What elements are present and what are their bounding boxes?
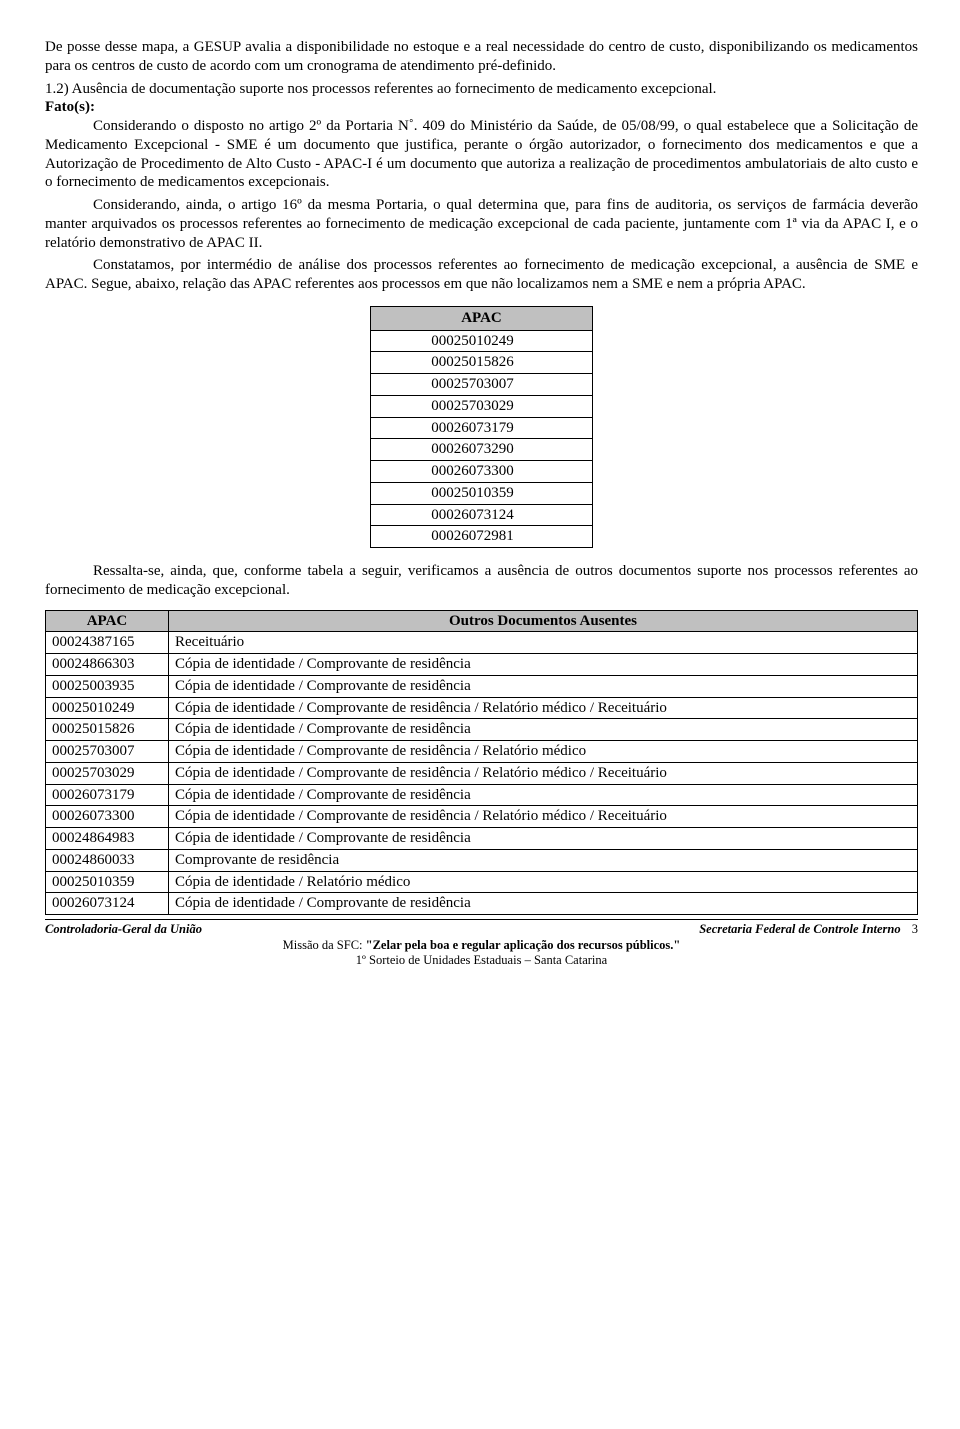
- docs-table-body: 00024387165Receituário00024866303Cópia d…: [46, 632, 918, 915]
- apac-row: 00026073124: [371, 504, 593, 526]
- docs-row-apac: 00024387165: [46, 632, 169, 654]
- docs-row-desc: Cópia de identidade / Comprovante de res…: [169, 893, 918, 915]
- docs-row-desc: Cópia de identidade / Comprovante de res…: [169, 675, 918, 697]
- apac-row: 00025703007: [371, 374, 593, 396]
- docs-table: APAC Outros Documentos Ausentes 00024387…: [45, 610, 918, 916]
- apac-row: 00026072981: [371, 526, 593, 548]
- docs-row-apac: 00025015826: [46, 719, 169, 741]
- footer-mission-label: Missão da SFC:: [283, 938, 366, 952]
- section-1-2-heading: 1.2) Ausência de documentação suporte no…: [45, 80, 918, 99]
- fatos-paragraph-3: Constatamos, por intermédio de análise d…: [45, 256, 918, 294]
- apac-row: 00025010249: [371, 330, 593, 352]
- footer-line3: 1º Sorteio de Unidades Estaduais – Santa…: [45, 953, 918, 969]
- docs-row-apac: 00026073300: [46, 806, 169, 828]
- docs-header-outros: Outros Documentos Ausentes: [169, 610, 918, 632]
- docs-row-apac: 00025003935: [46, 675, 169, 697]
- apac-row: 00026073300: [371, 461, 593, 483]
- fatos-label: Fato(s):: [45, 98, 918, 117]
- docs-row-desc: Cópia de identidade / Comprovante de res…: [169, 697, 918, 719]
- docs-row-desc: Cópia de identidade / Relatório médico: [169, 871, 918, 893]
- apac-table-body: 0002501024900025015826000257030070002570…: [371, 330, 593, 548]
- between-tables-paragraph: Ressalta-se, ainda, que, conforme tabela…: [45, 562, 918, 600]
- fatos-paragraph-1: Considerando o disposto no artigo 2º da …: [45, 117, 918, 192]
- docs-row-apac: 00026073124: [46, 893, 169, 915]
- docs-row-apac: 00024866303: [46, 654, 169, 676]
- docs-row-apac: 00025703029: [46, 762, 169, 784]
- docs-row-desc: Cópia de identidade / Comprovante de res…: [169, 828, 918, 850]
- apac-table: APAC 00025010249000250158260002570300700…: [370, 306, 593, 548]
- docs-row-apac: 00025010359: [46, 871, 169, 893]
- footer-left: Controladoria-Geral da União: [45, 922, 202, 938]
- docs-row-apac: 00024864983: [46, 828, 169, 850]
- apac-row: 00025015826: [371, 352, 593, 374]
- docs-row-desc: Receituário: [169, 632, 918, 654]
- apac-row: 00025010359: [371, 482, 593, 504]
- intro-paragraph: De posse desse mapa, a GESUP avalia a di…: [45, 38, 918, 76]
- footer-right: Secretaria Federal de Controle Interno: [699, 922, 900, 936]
- apac-row: 00026073179: [371, 417, 593, 439]
- docs-row-desc: Cópia de identidade / Comprovante de res…: [169, 654, 918, 676]
- docs-row-desc: Cópia de identidade / Comprovante de res…: [169, 784, 918, 806]
- docs-row-apac: 00026073179: [46, 784, 169, 806]
- docs-row-desc: Cópia de identidade / Comprovante de res…: [169, 762, 918, 784]
- footer-pagenum: 3: [912, 922, 918, 936]
- fatos-paragraph-2: Considerando, ainda, o artigo 16º da mes…: [45, 196, 918, 252]
- docs-header-apac: APAC: [46, 610, 169, 632]
- docs-row-desc: Cópia de identidade / Comprovante de res…: [169, 719, 918, 741]
- docs-row-apac: 00024860033: [46, 849, 169, 871]
- docs-row-desc: Cópia de identidade / Comprovante de res…: [169, 741, 918, 763]
- footer-mission-text: "Zelar pela boa e regular aplicação dos …: [366, 938, 681, 952]
- docs-row-apac: 00025010249: [46, 697, 169, 719]
- docs-row-desc: Comprovante de residência: [169, 849, 918, 871]
- page-footer: Controladoria-Geral da União Secretaria …: [45, 919, 918, 969]
- docs-row-desc: Cópia de identidade / Comprovante de res…: [169, 806, 918, 828]
- apac-table-header: APAC: [371, 306, 593, 330]
- apac-row: 00025703029: [371, 395, 593, 417]
- docs-row-apac: 00025703007: [46, 741, 169, 763]
- apac-row: 00026073290: [371, 439, 593, 461]
